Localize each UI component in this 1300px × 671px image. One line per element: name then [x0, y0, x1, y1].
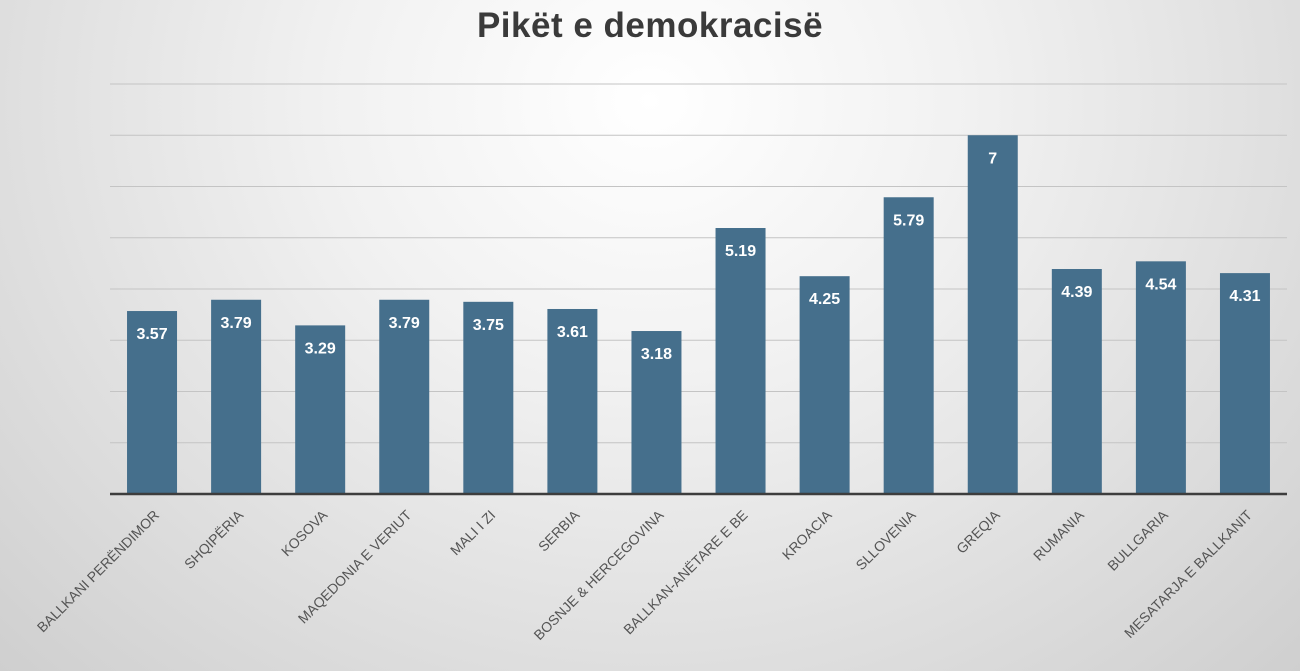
bar-value-label: 3.75: [473, 317, 504, 334]
bar: [799, 276, 850, 494]
x-tick-label: RUMANIA: [1030, 506, 1087, 563]
x-tick-label: SLLOVENIA: [852, 506, 919, 573]
bar: [1219, 273, 1270, 494]
bar: [295, 325, 346, 494]
bar-value-label: 4.39: [1061, 284, 1092, 301]
bar-value-label: 3.61: [557, 324, 588, 341]
bar: [883, 197, 934, 494]
bar-value-label: 3.79: [389, 315, 420, 332]
bar: [547, 308, 598, 494]
bar-value-label: 3.18: [641, 346, 672, 363]
bar-value-label: 4.25: [809, 291, 840, 308]
bar: [1135, 261, 1186, 494]
chart-title: Pikët e demokracisë: [476, 6, 824, 45]
bar-value-labels: 3.57 3.79 3.29 3.79 3.75 3.61 3.18 5.19 4.25 5.79…: [136, 150, 1260, 363]
x-tick-label: SERBIA: [535, 506, 583, 554]
bar: [715, 228, 766, 494]
x-tick-label: MALI I ZI: [447, 507, 498, 558]
bar: [379, 299, 430, 494]
bar-value-label: 3.57: [136, 326, 167, 343]
x-tick-label: BALLKANI PERËNDIMOR: [34, 507, 162, 635]
bar-value-label: 4.31: [1229, 288, 1260, 305]
bar-value-label: 5.79: [893, 212, 924, 229]
bar: [463, 301, 514, 494]
x-tick-label: GREQIA: [953, 506, 1003, 556]
x-tick-label: BULLGARIA: [1104, 506, 1171, 573]
bar-value-label: 3.79: [221, 315, 252, 332]
x-tick-labels: BALLKANI PERËNDIMOR SHQIPËRIA KOSOVAMAQEDO…: [34, 506, 1256, 643]
bar-value-label: 4.54: [1145, 276, 1176, 293]
bar: [211, 299, 262, 494]
bar-value-label: 7: [988, 150, 997, 167]
bar: [967, 135, 1018, 494]
bar-value-label: 3.29: [305, 340, 336, 357]
bar: [631, 331, 682, 494]
x-tick-label: SHQIPËRIA: [181, 506, 247, 572]
gridlines: [110, 83, 1287, 444]
bars: [127, 135, 1270, 494]
bar: [1051, 269, 1102, 494]
x-tick-label: KOSOVA: [278, 506, 331, 559]
bar-value-label: 5.19: [725, 243, 756, 260]
bar: [127, 311, 178, 494]
x-tick-label: KROACIA: [779, 506, 835, 562]
